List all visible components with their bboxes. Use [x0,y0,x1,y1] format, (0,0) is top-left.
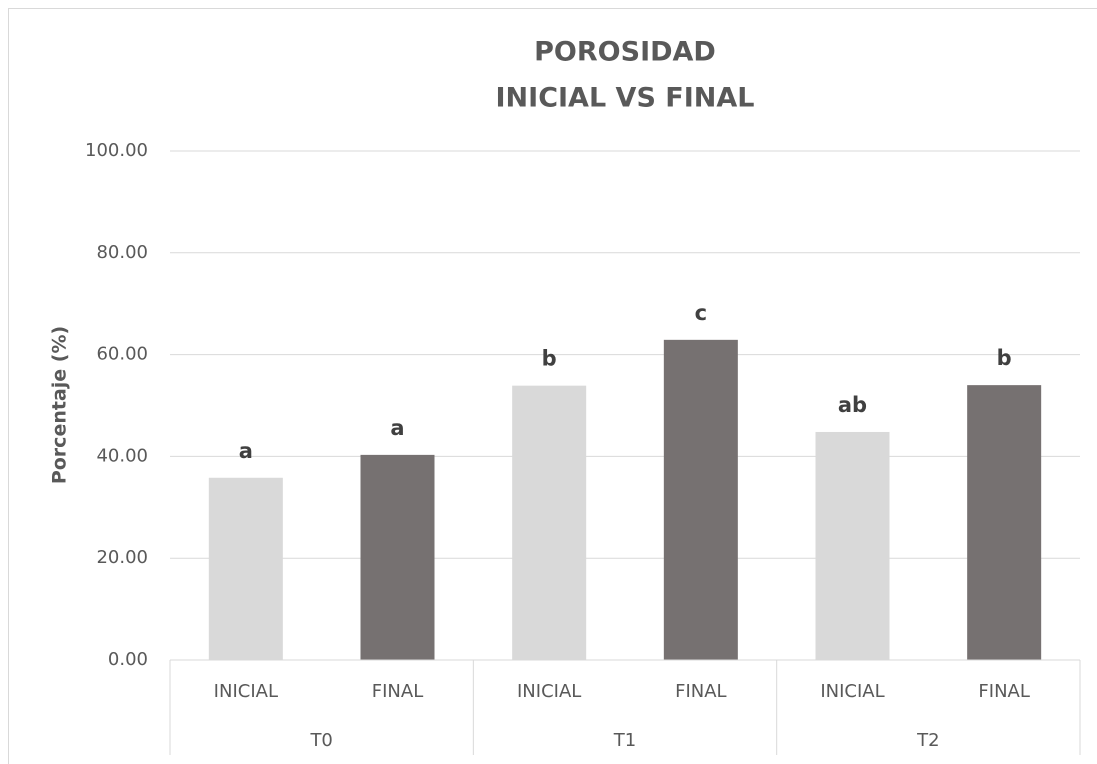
group-label: T2 [916,730,939,751]
x-tick-label: INICIAL [517,681,581,702]
chart-title: INICIAL VS FINAL [496,83,755,114]
y-tick-label: 20.00 [96,547,148,568]
bar [512,385,587,660]
bar-annotation: b [542,347,557,371]
group-label: T1 [613,730,636,751]
y-tick-label: 0.00 [108,649,148,670]
y-tick-label: 60.00 [96,344,148,365]
bar [815,431,890,660]
group-label: T0 [309,730,332,751]
x-tick-label: FINAL [372,681,423,702]
y-axis-label: Porcentaje (%) [49,326,71,484]
bar [208,477,283,660]
bar-annotation: ab [838,393,867,417]
y-tick-label: 40.00 [96,445,148,466]
x-tick-label: FINAL [675,681,726,702]
x-tick-label: FINAL [978,681,1029,702]
bar-annotation: c [695,301,707,325]
y-tick-label: 80.00 [96,242,148,263]
bar-annotation: a [390,416,404,440]
chart-border [8,8,1097,764]
bar [663,339,738,660]
y-tick-label: 100.00 [85,140,148,161]
chart-title: POROSIDAD [534,37,716,68]
bar-annotation: a [239,439,253,463]
x-tick-label: INICIAL [214,681,278,702]
x-tick-label: INICIAL [820,681,884,702]
bar-annotation: b [997,346,1012,370]
bar [360,454,435,660]
bar [967,385,1042,660]
